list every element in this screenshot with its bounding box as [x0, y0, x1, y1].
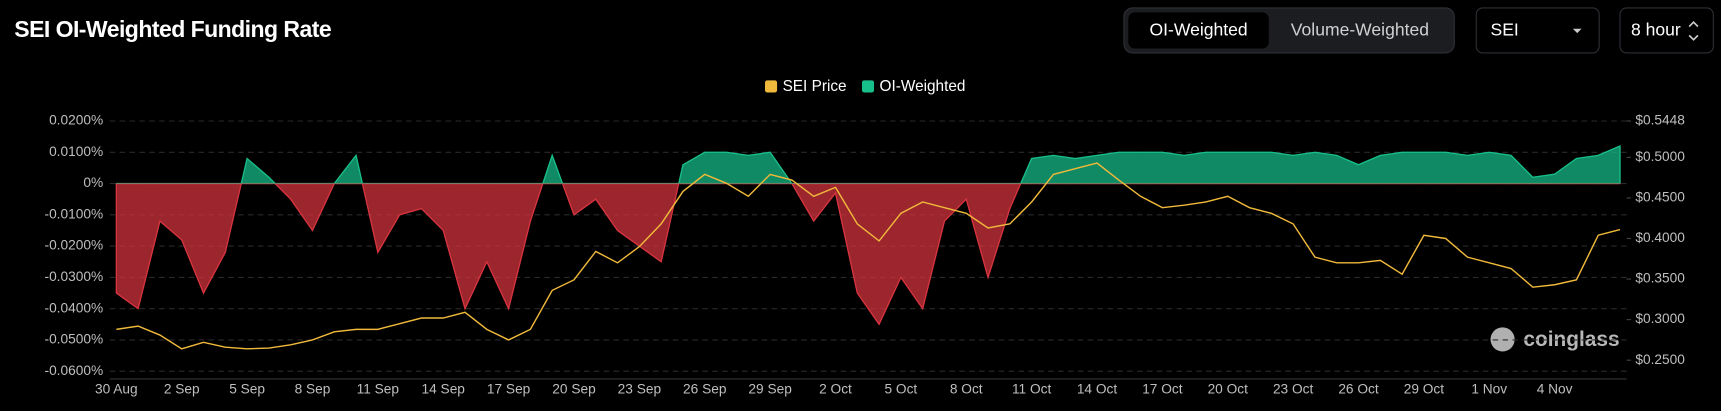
x-tick-label: 17 Sep	[487, 382, 531, 397]
symbol-select[interactable]	[1475, 7, 1600, 54]
interval-text: 8 hour	[1631, 20, 1681, 40]
stepper-arrows	[1688, 21, 1699, 41]
y-tick-label: -0.0200%	[45, 238, 104, 253]
legend-label: OI-Weighted	[880, 78, 966, 95]
symbol-text: SEI	[1491, 20, 1519, 40]
y-tick-label: 0%	[83, 175, 103, 190]
y-tick-label: -0.0100%	[45, 206, 104, 221]
legend-swatch	[861, 80, 875, 93]
x-tick-label: 8 Sep	[295, 382, 331, 397]
y-tick-label: -0.0400%	[45, 300, 104, 315]
toggle-active[interactable]	[1128, 12, 1269, 49]
funding-area	[115, 145, 1621, 326]
y2-tick-label: $0.4500	[1635, 190, 1685, 205]
dropdown-arrow	[1572, 28, 1582, 34]
x-tick-label: 1 Nov	[1471, 382, 1507, 397]
y-tick-label: 0.0200%	[49, 113, 103, 128]
y2-tick-label: $0.5448	[1635, 113, 1685, 128]
y-tick-label: -0.0300%	[45, 269, 104, 284]
x-tick-label: 11 Sep	[357, 382, 400, 397]
x-tick-label: 20 Oct	[1208, 382, 1249, 397]
x-tick-label: 2 Sep	[164, 382, 200, 397]
toggle-option[interactable]: OI-Weighted	[1149, 20, 1247, 40]
interval-select[interactable]	[1619, 7, 1714, 54]
legend-swatch	[765, 80, 778, 93]
price-line	[116, 162, 1621, 350]
toggle-option[interactable]: Volume-Weighted	[1291, 20, 1429, 40]
x-tick-label: 23 Oct	[1273, 382, 1314, 397]
x-tick-label: 26 Sep	[683, 382, 727, 397]
x-tick-label: 20 Sep	[552, 382, 596, 397]
x-tick-label: 23 Sep	[618, 382, 662, 397]
legend: SEI Price OI-Weighted	[765, 78, 965, 95]
x-tick-label: 5 Oct	[884, 382, 917, 397]
chart-title: SEI OI-Weighted Funding Rate	[14, 16, 332, 42]
y2-tick-label: $0.4000	[1635, 230, 1685, 245]
y2-tick-label: $0.2500	[1635, 352, 1685, 367]
x-tick-label: 17 Oct	[1142, 382, 1183, 397]
watermark-text: coinglass	[1523, 328, 1619, 351]
x-tick-label: 8 Oct	[950, 382, 983, 397]
x-tick-label: 29 Sep	[748, 382, 792, 397]
x-tick-label: 29 Oct	[1404, 382, 1445, 397]
x-tick-label: 14 Oct	[1077, 382, 1118, 397]
y2-tick-label: $0.3500	[1635, 271, 1685, 286]
y-tick-label: -0.0600%	[45, 363, 104, 378]
y-tick-label: -0.0500%	[45, 332, 104, 347]
x-tick-label: 5 Sep	[229, 382, 265, 397]
x-tick-label: 30 Aug	[95, 382, 138, 397]
x-tick-label: 4 Nov	[1537, 382, 1573, 397]
y-tick-label: 0.0100%	[49, 144, 103, 159]
x-tick-label: 26 Oct	[1338, 382, 1379, 397]
y2-tick-label: $0.5000	[1635, 149, 1685, 164]
legend-label: SEI Price	[783, 78, 847, 95]
x-tick-label: 14 Sep	[422, 382, 466, 397]
x-tick-label: 2 Oct	[819, 382, 852, 397]
y2-tick-label: $0.3000	[1635, 311, 1685, 326]
x-tick-label: 11 Oct	[1012, 382, 1052, 397]
